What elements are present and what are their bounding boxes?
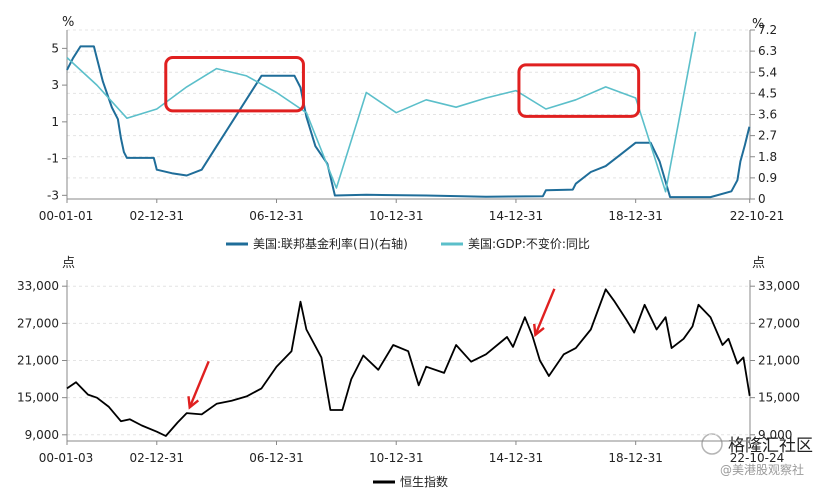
top-x-tick-label: 14-12-31 (489, 209, 543, 223)
top-legend: 美国:联邦基金利率(日)(右轴) 美国:GDP:不变价:同比 (226, 236, 590, 251)
top-x-tick-label: 22-10-21 (730, 209, 784, 223)
red-arrow-shaft (535, 289, 554, 335)
bottom-right-tick-label: 27,000 (758, 316, 800, 330)
bottom-legend: 恒生指数 (373, 474, 448, 489)
bottom-left-tick-label: 21,000 (17, 354, 59, 368)
top-right-tick-label: 2.7 (758, 129, 777, 143)
bottom-right-unit: 点 (752, 256, 765, 271)
top-left-tick-label: -1 (47, 152, 59, 166)
top-left-tick-label: 1 (51, 115, 59, 129)
bottom-right-tick-label: 21,000 (758, 354, 800, 368)
bottom-left-tick-label: 15,000 (17, 391, 59, 405)
bottom-left-unit: 点 (62, 256, 75, 271)
top-right-tick-label: 6.3 (758, 44, 777, 58)
bottom-left-tick-label: 9,000 (25, 428, 59, 442)
top-x-tick-label: 06-12-31 (249, 209, 303, 223)
bottom-x-tick-label: 02-12-31 (130, 451, 184, 465)
bottom-x-tick-label: 10-12-31 (369, 451, 423, 465)
bottom-right-tick-label: 33,000 (758, 279, 800, 293)
bottom-x-tick-label: 22-10-24 (730, 451, 784, 465)
top-left-tick-label: 5 (51, 41, 59, 55)
bottom-left-tick-label: 33,000 (17, 279, 59, 293)
top-left-unit: % (62, 15, 74, 30)
bottom-right-tick-label: 9,000 (758, 428, 792, 442)
legend-label-hsi: 恒生指数 (400, 474, 448, 489)
bottom-x-tick-label: 18-12-31 (608, 451, 662, 465)
bottom-x-tick-label: 00-01-03 (39, 451, 93, 465)
top-x-tick-label: 18-12-31 (608, 209, 662, 223)
highlight-box (166, 58, 304, 111)
top-x-tick-label: 02-12-31 (130, 209, 184, 223)
bottom-x-tick-label: 14-12-31 (489, 451, 543, 465)
top-left-tick-label: 3 (51, 78, 59, 92)
bottom-x-tick-label: 06-12-31 (249, 451, 303, 465)
top-x-tick-label: 00-01-01 (39, 209, 93, 223)
top-right-tick-label: 7.2 (758, 23, 777, 37)
legend-label-fed-funds: 美国:联邦基金利率(日)(右轴) (253, 236, 408, 251)
top-right-tick-label: 0.9 (758, 171, 777, 185)
hang-seng-index-line (67, 289, 750, 436)
top-right-tick-label: 4.5 (758, 86, 777, 100)
top-right-tick-label: 5.4 (758, 65, 777, 79)
bottom-left-tick-label: 27,000 (17, 316, 59, 330)
top-x-tick-label: 10-12-31 (369, 209, 423, 223)
top-right-tick-label: 1.8 (758, 150, 777, 164)
top-right-tick-label: 0 (758, 192, 766, 206)
watermark-logo-icon (702, 434, 722, 454)
red-arrow-shaft (190, 361, 209, 407)
top-left-tick-label: -3 (47, 188, 59, 202)
top-right-tick-label: 3.6 (758, 108, 777, 122)
fed-funds-rate-line (67, 46, 749, 197)
bottom-right-tick-label: 15,000 (758, 391, 800, 405)
legend-label-gdp: 美国:GDP:不变价:同比 (468, 236, 590, 251)
